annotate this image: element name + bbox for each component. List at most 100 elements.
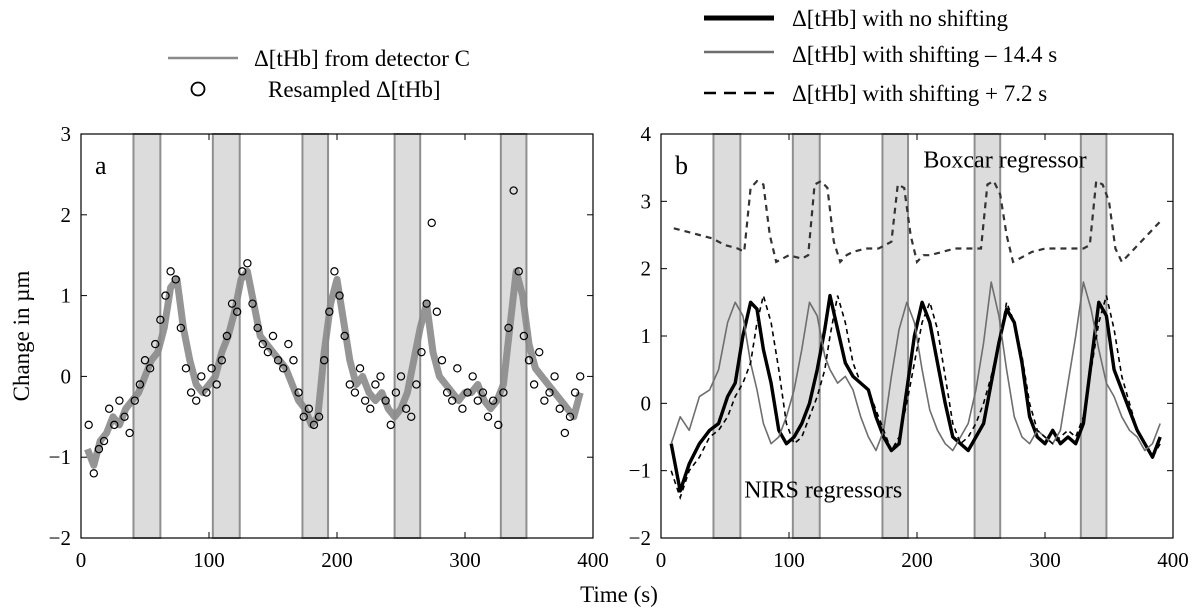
resampled-point	[110, 420, 119, 430]
stimulus-block-5	[1079, 133, 1108, 539]
resampled-point	[232, 307, 242, 316]
resampled-point	[309, 420, 319, 430]
resampled-point	[94, 444, 104, 454]
resampled-point	[217, 356, 226, 365]
x-tick-label: 200	[901, 548, 933, 572]
resampled-point	[360, 396, 370, 405]
series-3-line	[670, 281, 1161, 452]
resampled-point	[488, 396, 498, 405]
resampled-point	[386, 420, 395, 430]
resampled-point	[560, 428, 570, 438]
resampled-point	[84, 420, 93, 430]
x-tick-label: 0	[76, 548, 87, 572]
resampled-point	[181, 364, 191, 373]
plot-area	[669, 179, 1162, 501]
resampled-point	[222, 331, 232, 341]
resampled-point	[550, 372, 559, 381]
resampled-point	[407, 412, 416, 421]
y-tick-label: 1	[61, 284, 72, 308]
stimulus-block-2	[791, 133, 821, 539]
resampled-point	[396, 372, 406, 381]
x-tick-label: 400	[1157, 548, 1189, 572]
resampled-point	[509, 186, 518, 195]
resampled-point	[130, 396, 139, 405]
resampled-point	[151, 339, 160, 349]
resampled-point	[401, 404, 411, 413]
resampled-point	[478, 388, 488, 397]
panel-label: b	[675, 151, 688, 180]
y-tick-label: −1	[629, 459, 651, 483]
resampled-point	[125, 428, 134, 438]
series-2-line	[669, 293, 1162, 493]
resampled-point	[197, 372, 206, 381]
resampled-point	[304, 404, 314, 413]
resampled-point	[540, 396, 549, 405]
resampled-point	[442, 388, 452, 397]
panel-a: 0 100 200 300 400 −2 −1 0 1 2 3a	[49, 122, 609, 572]
y-tick-label: 3	[61, 122, 72, 146]
annotation-1: Boxcar regressor	[923, 148, 1086, 174]
resampled-point	[135, 380, 145, 389]
resampled-point	[227, 299, 237, 308]
resampled-point	[381, 396, 390, 405]
legend-b: Δ[tHb] with no shifting Δ[tHb] with shif…	[704, 6, 1057, 106]
resampled-point	[412, 380, 421, 389]
y-tick-label: −2	[629, 526, 651, 550]
x-tick-label: 200	[321, 548, 353, 572]
resampled-point	[432, 307, 442, 316]
x-tick-label: 300	[449, 548, 481, 572]
resampled-point	[279, 364, 288, 373]
resampled-point	[376, 372, 385, 381]
y-tick-label: 0	[641, 391, 652, 415]
legend-a-label-1: Δ[tHb] from detector C	[254, 46, 470, 71]
resampled-point	[427, 218, 436, 228]
resampled-point	[284, 339, 293, 349]
resampled-point	[294, 388, 303, 397]
y-tick-label: 4	[641, 122, 652, 146]
resampled-point	[514, 267, 523, 276]
legend-b-label-3: Δ[tHb] with shifting + 7.2 s	[792, 81, 1047, 106]
y-tick-label: −2	[49, 526, 71, 550]
resampled-point	[529, 380, 539, 389]
resampled-point	[535, 347, 544, 357]
resampled-point	[212, 380, 221, 389]
resampled-point	[366, 404, 375, 413]
resampled-point	[453, 364, 462, 373]
resampled-point	[176, 323, 186, 333]
resampled-point	[191, 396, 201, 405]
legend-a-label-2: Resampled Δ[tHb]	[268, 77, 441, 102]
x-tick-label: 300	[1029, 548, 1061, 572]
resampled-point	[330, 267, 339, 276]
resampled-point	[545, 388, 554, 397]
resampled-point	[243, 259, 252, 268]
panel-label: a	[95, 151, 107, 180]
resampled-point	[524, 356, 534, 365]
resampled-point	[350, 388, 360, 397]
legend-b-label-1: Δ[tHb] with no shifting	[792, 6, 1009, 31]
resampled-point	[161, 291, 170, 300]
resampled-point	[207, 364, 216, 373]
resampled-point	[320, 356, 329, 365]
resampled-point	[115, 396, 124, 405]
resampled-point	[104, 404, 114, 413]
legend-a: Δ[tHb] from detector C Resampled Δ[tHb]	[168, 46, 470, 102]
legend-b-label-2: Δ[tHb] with shifting – 14.4 s	[792, 42, 1057, 67]
resampled-point	[299, 412, 308, 421]
resampled-point	[202, 388, 211, 397]
resampled-point	[458, 404, 467, 413]
resampled-point	[422, 299, 431, 308]
series-1-line	[673, 179, 1161, 265]
resampled-point	[555, 404, 564, 413]
resampled-point	[99, 436, 109, 446]
x-axis-label: Time (s)	[580, 582, 658, 607]
y-tick-label: −1	[49, 445, 71, 469]
resampled-point	[519, 331, 529, 341]
resampled-point	[570, 388, 580, 397]
resampled-point	[463, 388, 472, 397]
resampled-point	[314, 412, 324, 421]
series-4-line	[670, 292, 1161, 501]
resampled-point	[145, 364, 155, 373]
resampled-point	[499, 388, 508, 397]
resampled-point	[258, 339, 267, 349]
